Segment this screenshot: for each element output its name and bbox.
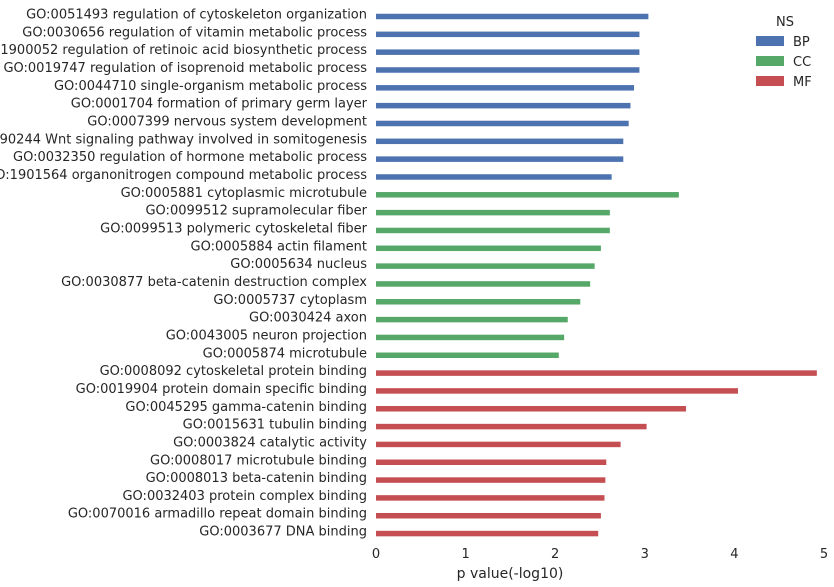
y-tick-label: GO:0032350 regulation of hormone metabol… [13,150,367,165]
x-axis-label: p value(-log10) [457,566,564,582]
y-tick-label: GO:0003677 DNA binding [199,525,367,540]
bar-bp [376,31,640,38]
bar-mf [376,441,621,448]
y-tick-label: GO:0005737 cytoplasm [213,293,367,308]
bar-mf [376,388,738,394]
legend-swatch-bp [756,36,784,46]
bar-bp [376,13,649,20]
bar-cc [376,263,595,269]
bar-cc [376,316,568,323]
bar-mf [376,459,607,465]
x-axis-ticks: 0 1 2 3 4 5 [372,547,828,562]
legend-title: NS [776,15,794,30]
bars-group [376,13,817,537]
bar-cc [376,334,565,341]
y-tick-label: GO:0030877 beta-catenin destruction comp… [61,275,367,290]
bar-bp [376,156,624,162]
legend: NS BP CC MF [756,15,812,90]
x-tick-label: 5 [820,547,828,562]
y-tick-label: GO:0030424 axon [249,311,367,326]
legend-swatch-mf [756,76,784,86]
y-tick-label: GO:1900052 regulation of retinoic acid b… [0,43,367,58]
x-tick-label: 0 [372,547,380,562]
bar-cc [376,227,610,234]
y-tick-label: GO:0043005 neuron projection [166,328,367,343]
bar-cc [376,209,610,216]
legend-swatch-cc [756,56,784,66]
bar-mf [376,477,606,483]
bar-cc [376,192,679,198]
y-tick-label: GO:0005874 microtubule [203,346,367,361]
y-tick-label: GO:0019904 protein domain specific bindi… [76,382,367,397]
y-tick-label: GO:0005884 actin filament [191,239,367,254]
y-tick-label: GO:0007399 nervous system development [87,114,367,129]
bar-cc [376,352,559,359]
bar-bp [376,138,624,145]
y-tick-label: GO:0008017 microtubule binding [150,453,367,468]
y-tick-label: GO:0005634 nucleus [230,257,367,272]
y-tick-label: GO:0019747 regulation of isoprenoid meta… [3,61,367,76]
y-tick-label: GO:0070016 armadillo repeat domain bindi… [68,507,367,522]
x-tick-label: 1 [461,547,469,562]
bar-bp [376,67,640,73]
y-tick-label: GO:0051493 regulation of cytoskeleton or… [26,8,367,23]
y-tick-label: GO:0001704 formation of primary germ lay… [71,97,368,112]
y-axis-labels: GO:0051493 regulation of cytoskeleton or… [0,8,368,540]
bar-bp [376,102,631,109]
x-tick-label: 2 [551,547,559,562]
bar-mf [376,495,605,501]
x-tick-label: 4 [730,547,738,562]
bar-bp [376,85,635,91]
y-tick-label: GO:0030656 regulation of vitamin metabol… [22,25,367,40]
bar-bp [376,120,629,127]
y-tick-label: GO:0015631 tubulin binding [183,418,367,433]
legend-label-mf: MF [793,75,812,90]
bar-cc [376,245,601,252]
y-tick-label: GO:0099513 polymeric cytoskeletal fiber [100,221,367,236]
bar-cc [376,299,581,305]
y-tick-label: GO:0099512 supramolecular fiber [145,204,367,219]
legend-label-cc: CC [793,55,811,70]
bar-mf [376,406,687,412]
bar-mf [376,530,599,537]
bar-mf [376,512,601,519]
bar-mf [376,370,817,376]
legend-entries: BP CC MF [756,35,812,90]
bar-bp [376,174,612,180]
y-tick-label: GO:0045295 gamma-catenin binding [125,400,367,415]
x-tick-label: 3 [641,547,649,562]
y-tick-label: GO:0008092 cytoskeletal protein binding [100,364,367,379]
legend-label-bp: BP [793,35,810,50]
y-tick-label: GO:0044710 single-organism metabolic pro… [54,79,367,94]
y-tick-label: GO:1901564 organonitrogen compound metab… [0,168,367,183]
y-tick-label: GO:0003824 catalytic activity [173,435,367,450]
bar-mf [376,423,647,430]
y-tick-label: GO:0005881 cytoplasmic microtubule [121,186,367,201]
y-tick-label: GO:0008013 beta-catenin binding [146,471,367,486]
bar-cc [376,281,591,287]
y-tick-label: GO:0090244 Wnt signaling pathway involve… [0,132,367,147]
y-tick-label: GO:0032403 protein complex binding [122,489,367,504]
bar-bp [376,49,640,55]
